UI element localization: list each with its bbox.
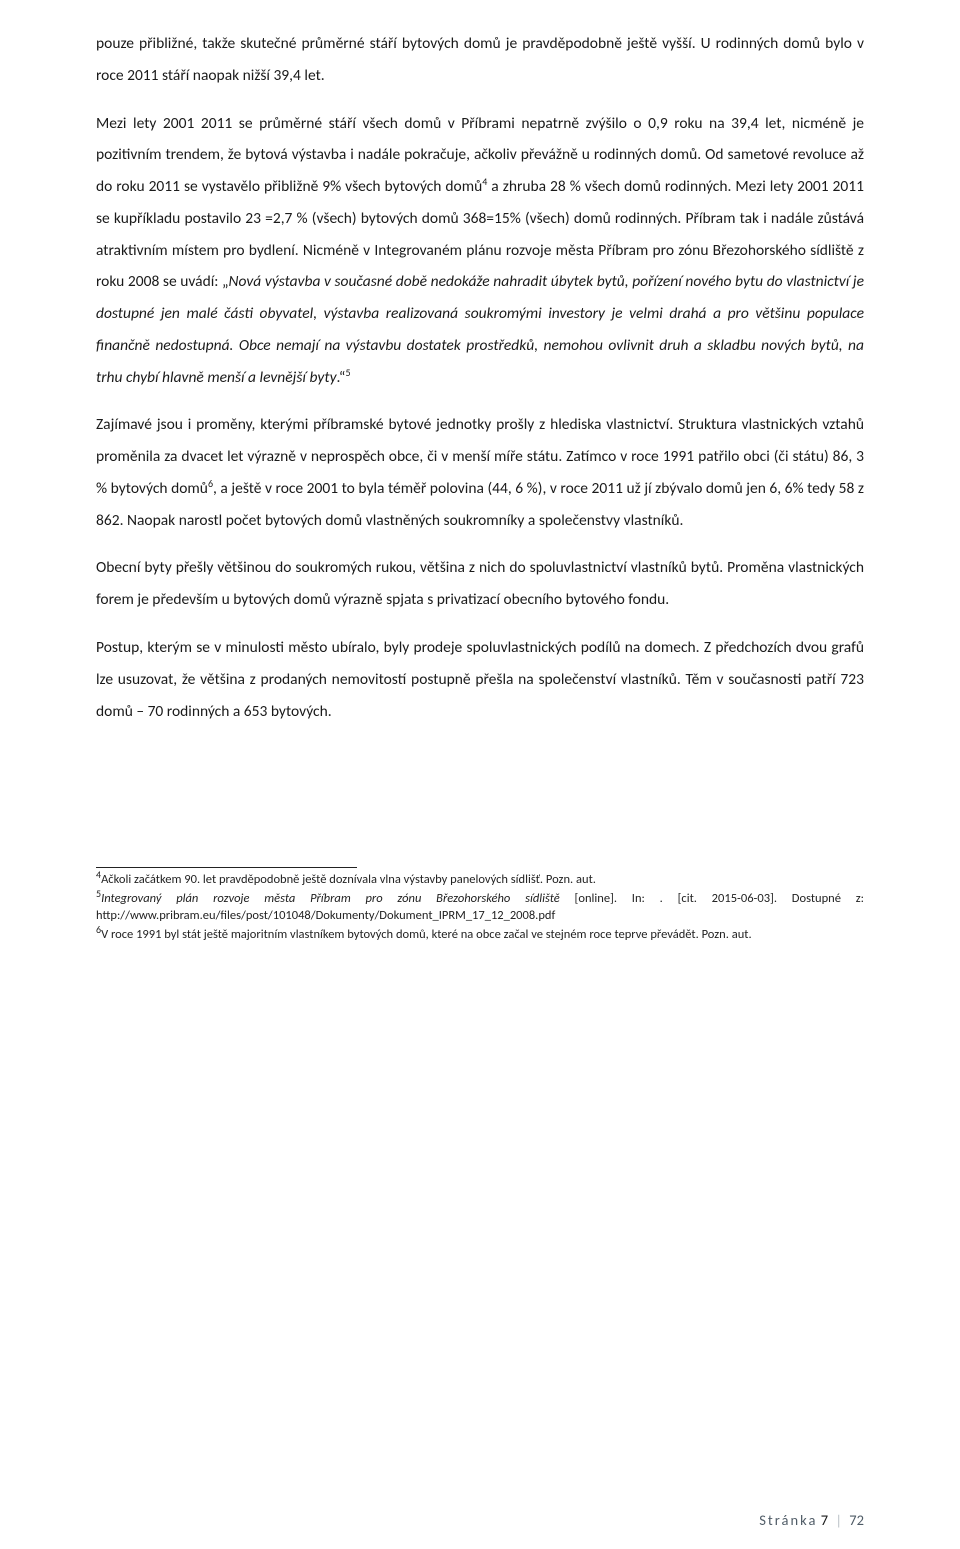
body-text: Obecní byty přešly většinou do soukromýc… xyxy=(96,558,864,609)
body-paragraph: Mezi lety 2001 2011 se průměrné stáří vš… xyxy=(96,108,864,394)
body-paragraph: Postup, kterým se v minulosti město ubír… xyxy=(96,632,864,727)
body-text: pouze přibližné, takže skutečné průměrné… xyxy=(96,34,864,85)
body-text: Postup, kterým se v minulosti město ubír… xyxy=(96,638,864,721)
footnote-ref-5: 5 xyxy=(345,366,350,379)
footnotes-separator xyxy=(96,867,357,868)
footnote-6: 6V roce 1991 byl stát ještě majoritním v… xyxy=(96,927,864,944)
body-paragraph: Zajímavé jsou i proměny, kterými příbram… xyxy=(96,409,864,536)
footer-total-pages: 72 xyxy=(849,1511,864,1529)
page-footer: Stránka 7 | 72 xyxy=(759,1511,864,1529)
document-page: pouze přibližné, takže skutečné průměrné… xyxy=(0,0,960,1549)
body-paragraph: Obecní byty přešly většinou do soukromýc… xyxy=(96,552,864,616)
footnote-text-italic: Integrovaný plán rozvoje města Příbram p… xyxy=(101,891,560,906)
footnote-text: V roce 1991 byl stát ještě majoritním vl… xyxy=(101,927,752,942)
footer-current-page: 7 xyxy=(821,1511,828,1529)
footer-label: Stránka xyxy=(759,1511,817,1529)
footnote-text: Ačkoli začátkem 90. let pravděpodobně je… xyxy=(101,872,596,887)
body-paragraph: pouze přibližné, takže skutečné průměrné… xyxy=(96,28,864,92)
footer-separator: | xyxy=(831,1511,846,1529)
footnote-4: 4Ačkoli začátkem 90. let pravděpodobně j… xyxy=(96,872,864,889)
footnote-5: 5Integrovaný plán rozvoje města Příbram … xyxy=(96,891,864,925)
